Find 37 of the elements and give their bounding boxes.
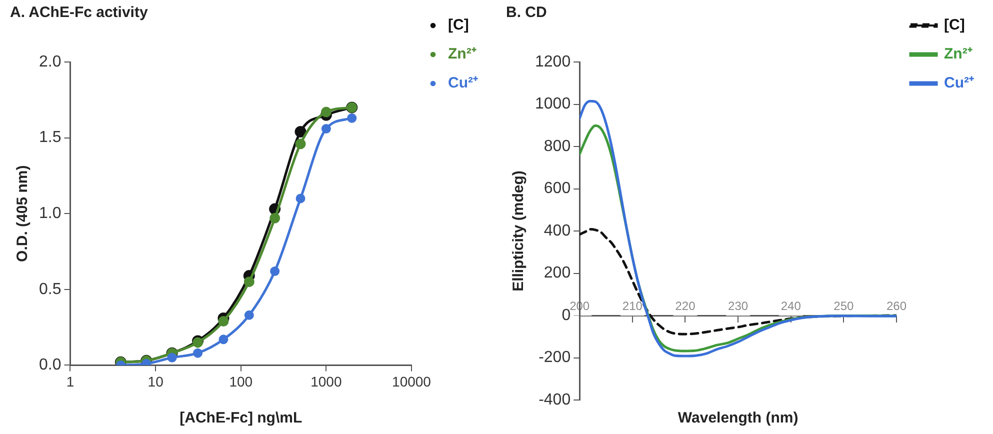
y-tick-label: 1200 bbox=[535, 53, 571, 70]
legend-label: Cu²⁺ bbox=[448, 74, 478, 92]
legend-label: Cu²⁺ bbox=[944, 74, 974, 92]
legend-label: [C] bbox=[944, 16, 965, 34]
x-tick-label: 10 bbox=[148, 373, 164, 390]
x-axis-title: [AChE-Fc] ng\mL bbox=[180, 410, 302, 427]
y-tick-label: 0 bbox=[562, 306, 571, 324]
x-tick-label: 1 bbox=[66, 373, 74, 390]
chart-title: A. AChE-Fc activity bbox=[10, 4, 148, 22]
y-tick-label: 400 bbox=[544, 222, 571, 240]
x-tick-label: 240 bbox=[780, 299, 802, 314]
x-tick-label: 230 bbox=[728, 299, 748, 314]
y-tick-label: 1000 bbox=[535, 96, 571, 113]
legend-label: Zn²⁺ bbox=[448, 46, 476, 63]
x-tick-label: 10000 bbox=[392, 373, 432, 390]
x-axis-title: Wavelength (nm) bbox=[678, 410, 798, 427]
x-tick-label: 1000 bbox=[310, 373, 342, 390]
y-axis-title: Ellipticity (mdeg) bbox=[510, 170, 528, 292]
x-tick-label: 260 bbox=[886, 299, 907, 314]
y-tick-label: 0.5 bbox=[38, 280, 62, 298]
y-axis-title: O.D. (405 nm) bbox=[14, 165, 32, 262]
y-tick-label: 1.0 bbox=[38, 205, 62, 222]
y-tick-label: 0.0 bbox=[38, 356, 62, 374]
x-tick-label: 210 bbox=[622, 299, 643, 314]
y-tick-label: -400 bbox=[538, 391, 571, 408]
y-tick-label: 1.5 bbox=[38, 129, 62, 146]
x-tick-label: 250 bbox=[834, 299, 854, 314]
y-tick-label: 800 bbox=[544, 138, 571, 155]
x-tick-label: 100 bbox=[229, 373, 253, 390]
y-tick-label: 2.0 bbox=[38, 53, 62, 70]
legend-label: [C] bbox=[448, 16, 469, 34]
y-tick-label: 600 bbox=[544, 180, 571, 198]
x-tick-label: 220 bbox=[675, 299, 696, 314]
y-tick-label: -200 bbox=[538, 349, 571, 366]
chart-title: B. CD bbox=[506, 4, 547, 22]
legend-label: Zn²⁺ bbox=[944, 46, 972, 63]
y-tick-label: 200 bbox=[544, 264, 571, 282]
